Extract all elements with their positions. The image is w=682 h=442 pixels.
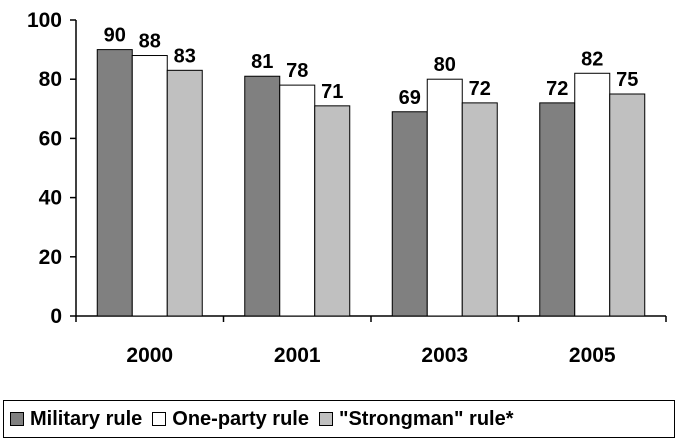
y-tick-label: 60 [39,127,62,150]
data-label: 81 [251,51,273,73]
y-tick-label: 0 [50,305,62,328]
y-axis: 0 20 40 60 80 100 [27,9,77,328]
data-label: 75 [616,69,638,91]
legend: Military rule One-party rule "Strongman" r… [3,400,675,438]
bar [131,55,168,317]
data-label: 71 [321,81,343,103]
bar [461,102,498,317]
legend-item: "Strongman" rule* [318,407,514,431]
y-tick-label: 20 [39,246,62,269]
data-label: 90 [104,25,126,47]
data-labels: 90 88 83 81 78 71 69 80 72 72 82 75 [104,25,639,109]
x-axis: 2000 2001 2003 2005 [75,315,667,367]
legend-item: One-party rule [152,408,309,431]
data-label: 69 [399,87,421,109]
legend-swatch [318,412,333,426]
data-label: 72 [469,78,491,100]
data-label: 80 [434,54,456,76]
x-tick-label: 2005 [569,344,616,367]
data-label: 72 [546,78,568,100]
data-label: 78 [286,60,308,82]
bar [166,69,203,317]
y-tick-label: 40 [39,187,62,210]
bar [609,93,646,317]
bar [314,105,351,317]
bar [244,75,281,317]
legend-label: "Strongman" rule* [338,407,514,430]
x-tick-label: 2000 [126,344,173,367]
legend-swatch [10,412,24,426]
bar [96,49,133,317]
y-tick-label: 80 [39,68,62,91]
bar [426,78,463,317]
legend-swatch [152,412,167,426]
data-label: 88 [139,31,161,53]
legend-label: Military rule [30,407,143,430]
bar [279,84,316,317]
bar [574,72,611,317]
bar [391,111,428,317]
bar [539,102,576,317]
data-label: 82 [581,48,603,70]
data-label: 83 [174,45,196,67]
legend-item: Military rule [10,408,142,431]
bars [96,49,646,317]
y-tick-label: 100 [27,9,62,32]
bar-chart: 0 20 40 60 80 100 2000 2001 2003 2005 90 88 83 81 78… [27,9,667,367]
legend-label: One-party rule [172,407,309,430]
x-tick-label: 2003 [421,344,468,367]
x-tick-label: 2001 [274,344,321,367]
